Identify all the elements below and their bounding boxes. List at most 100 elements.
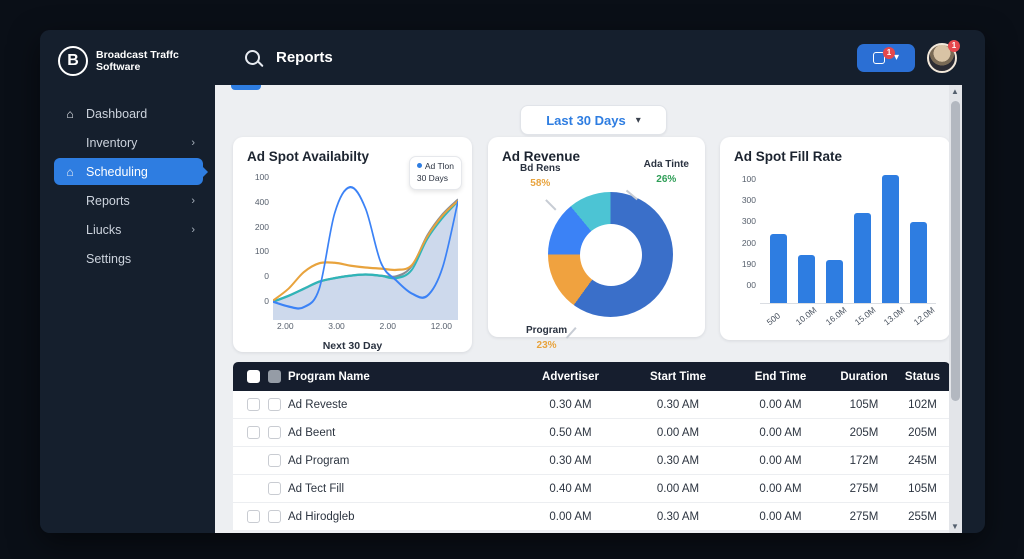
scroll-down-icon[interactable]: ▼ <box>951 522 959 531</box>
sidebar-item-label: Scheduling <box>86 164 148 179</box>
line-chart-x-axis: 2.00 3.00 2.00 12.00 <box>247 320 458 331</box>
card-title: Ad Spot Availabilty <box>247 149 370 164</box>
column-header: Duration <box>840 370 888 383</box>
bar-chart <box>760 172 936 304</box>
y-tick: 00 <box>746 279 756 290</box>
y-tick: 300 <box>741 195 756 206</box>
table-cell: 275M <box>849 510 879 523</box>
table-cell: 0.30 AM <box>656 398 700 411</box>
program-name-cell: Ad Program <box>288 454 350 467</box>
table-row[interactable]: Ad Hirodgleb 0.00 AM 0.30 AM 0.00 AM 275M 255… <box>233 503 950 531</box>
logo-text: Broadcast Traffc Software <box>96 48 179 73</box>
user-menu[interactable]: 1 <box>927 39 960 73</box>
row-checkbox[interactable] <box>247 510 260 523</box>
scrollbar-thumb[interactable] <box>951 101 960 401</box>
table-cell: 0.00 AM <box>759 482 802 495</box>
chevron-down-icon: ▾ <box>635 114 641 126</box>
topbar: Reports 1 ▾ 1 <box>215 30 985 85</box>
vertical-scrollbar[interactable]: ▲ ▼ <box>949 85 962 533</box>
table-cell: 105M <box>908 482 937 495</box>
donut-chart: Ada Tinte 26% Bd Rens 58% Program 23% <box>502 159 691 351</box>
sidebar-item-inventory[interactable]: Inventory › <box>54 129 203 156</box>
table-cell: 0.30 AM <box>549 398 592 411</box>
sidebar-nav: ⌂ Dashboard Inventory › ⌂ Scheduling Reports › L… <box>40 100 215 272</box>
sidebar-item-label: Settings <box>86 251 132 266</box>
y-tick: 100 <box>254 246 269 257</box>
sidebar-item-settings[interactable]: Settings <box>54 245 203 272</box>
column-header: Advertiser <box>542 370 599 383</box>
sidebar-item-reports[interactable]: Reports › <box>54 187 203 214</box>
line-series-area <box>273 201 458 320</box>
program-name-cell: Ad Tect Fill <box>288 482 345 495</box>
x-tick: 500 <box>764 310 783 328</box>
row-checkbox[interactable] <box>268 426 281 439</box>
y-tick: 0 <box>264 295 269 306</box>
app-window: B Broadcast Traffc Software ⌂ Dashboard In… <box>40 30 985 533</box>
donut-label-program: Program 23% <box>526 325 568 351</box>
sidebar-item-liucks[interactable]: Liucks › <box>54 216 203 243</box>
y-tick: 200 <box>741 237 756 248</box>
row-checkbox[interactable] <box>268 510 281 523</box>
x-tick: 2.00 <box>379 321 397 331</box>
row-checkboxes <box>233 426 288 439</box>
x-tick: 2.00 <box>277 321 294 331</box>
x-tick: 15.0M <box>852 304 878 328</box>
table-cell: 0.00 AM <box>759 454 802 467</box>
column-header: Status <box>904 370 941 383</box>
program-name-cell: Ad Reveste <box>288 398 348 411</box>
line-series-teal <box>273 200 458 303</box>
header-checkboxes <box>233 370 288 383</box>
chevron-down-icon: ▾ <box>893 52 900 63</box>
column-header: Start Time <box>649 370 707 383</box>
donut-ring <box>548 192 673 317</box>
row-checkbox[interactable] <box>268 398 281 411</box>
table-cell: 0.30 AM <box>549 454 592 467</box>
date-range-dropdown[interactable]: Last 30 Days ▾ <box>520 105 667 135</box>
avatar-badge: 1 <box>948 39 960 52</box>
table-row[interactable]: Ad Program 0.30 AM 0.30 AM 0.00 AM 172M 245M <box>233 447 950 475</box>
sidebar-item-label: Inventory <box>86 135 138 150</box>
row-checkboxes <box>233 510 288 523</box>
donut-label-bd-rens: Bd Rens 58% <box>520 163 561 189</box>
card-ad-spot-fill-rate: Ad Spot Fill Rate 100 300 300 200 190 00 500 1… <box>720 137 950 340</box>
table-cell: 0.00 AM <box>656 482 700 495</box>
program-table: Program Name Advertiser Start Time End Time… <box>233 362 950 531</box>
row-checkbox[interactable] <box>268 482 281 495</box>
bar-16.0M <box>825 259 843 303</box>
table-cell: 102M <box>908 398 937 411</box>
search-icon[interactable] <box>245 50 260 65</box>
row-checkboxes <box>233 398 288 411</box>
x-tick: 16.0M <box>823 304 849 328</box>
bar-500 <box>769 234 787 303</box>
table-cell: 0.00 AM <box>759 510 802 523</box>
page-title: Reports <box>276 49 333 66</box>
row-checkbox[interactable] <box>247 398 260 411</box>
sidebar-item-dashboard[interactable]: ⌂ Dashboard <box>54 100 203 127</box>
donut-hole <box>579 223 642 286</box>
line-chart <box>273 185 458 320</box>
sidebar-item-scheduling[interactable]: ⌂ Scheduling <box>54 158 208 185</box>
bar-15.0M <box>853 212 871 303</box>
select-all-checkbox[interactable] <box>247 370 260 383</box>
donut-label-ad-time: Ada Tinte 26% <box>643 159 689 185</box>
notification-badge: 1 <box>883 46 895 59</box>
row-checkboxes <box>233 454 288 467</box>
row-checkboxes <box>233 482 288 495</box>
table-cell: 0.30 AM <box>656 510 700 523</box>
select-all-checkbox[interactable] <box>268 370 281 383</box>
table-row[interactable]: Ad Tect Fill 0.40 AM 0.00 AM 0.00 AM 275M 105… <box>233 475 950 503</box>
column-header: Program Name <box>288 370 370 383</box>
row-checkbox[interactable] <box>247 426 260 439</box>
bar-13.0M <box>881 174 899 303</box>
logo: B Broadcast Traffc Software <box>40 30 215 90</box>
sidebar-item-label: Dashboard <box>86 106 148 121</box>
notification-button[interactable]: 1 ▾ <box>857 43 915 72</box>
content-area: Last 30 Days ▾ Ad Spot Availabilty 100 40… <box>215 85 962 533</box>
scroll-up-icon[interactable]: ▲ <box>951 87 959 96</box>
table-cell: 172M <box>849 454 879 467</box>
table-header: Program Name Advertiser Start Time End Time… <box>233 362 950 391</box>
program-name-cell: Ad Beent <box>288 426 336 439</box>
table-row[interactable]: Ad Reveste 0.30 AM 0.30 AM 0.00 AM 105M 102M <box>233 391 950 419</box>
table-row[interactable]: Ad Beent 0.50 AM 0.00 AM 0.00 AM 205M 205M <box>233 419 950 447</box>
row-checkbox[interactable] <box>268 454 281 467</box>
